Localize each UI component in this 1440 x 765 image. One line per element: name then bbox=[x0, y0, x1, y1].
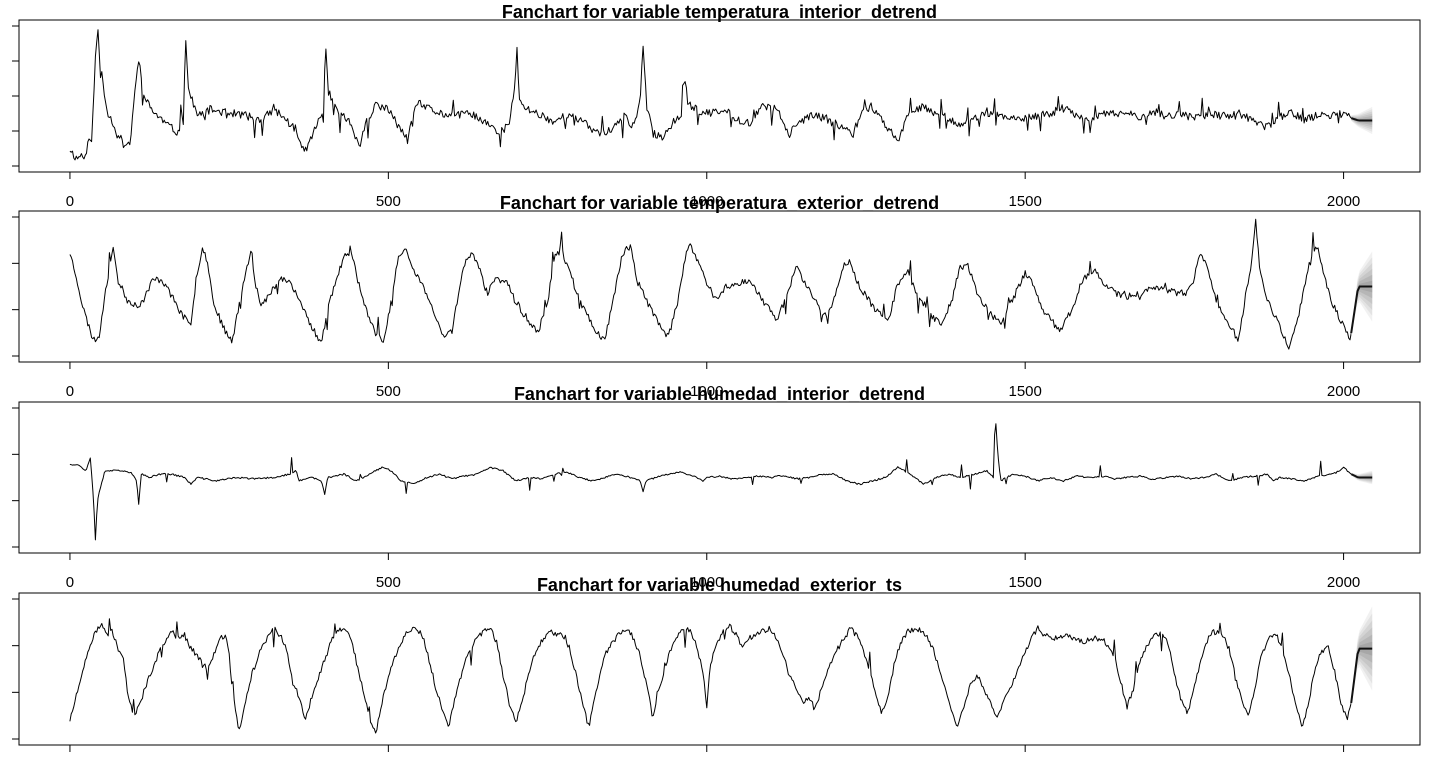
x-tick-label: 1000 bbox=[690, 193, 723, 210]
chart-title: Fanchart for variable temperatura_exteri… bbox=[500, 193, 939, 213]
x-tick-label: 0 bbox=[66, 383, 74, 400]
x-tick-label: 2000 bbox=[1327, 193, 1360, 210]
series-line bbox=[69, 29, 1352, 161]
chart-title: Fanchart for variable temperatura_interi… bbox=[502, 2, 937, 22]
chart-title: Fanchart for variable humedad_exterior_t… bbox=[537, 575, 902, 595]
x-tick-label: 0 bbox=[66, 574, 74, 591]
x-tick-label: 1000 bbox=[690, 383, 723, 400]
x-tick-label: 1500 bbox=[1008, 383, 1041, 400]
forecast-center-line bbox=[1350, 117, 1373, 122]
series-line bbox=[69, 618, 1352, 734]
forecast-center-line bbox=[1350, 285, 1373, 334]
x-tick-label: 1000 bbox=[690, 574, 723, 591]
chart-panel-4: Fanchart for variable humedad_exterior_t… bbox=[12, 575, 1421, 752]
forecast-center-line bbox=[1350, 473, 1373, 479]
chart-panel-3: 0 500 1000 1500 2000 Fanchart for variable hu… bbox=[12, 384, 1421, 591]
x-tick-label: 2000 bbox=[1327, 574, 1360, 591]
chart-panel-2: 0 500 1000 1500 2000 Fanchart for variable te… bbox=[12, 193, 1421, 400]
x-tick-label: 500 bbox=[376, 574, 401, 591]
plot-frame bbox=[18, 19, 1421, 173]
plot-frame bbox=[18, 210, 1421, 363]
forecast-center-line bbox=[1350, 647, 1373, 704]
plot-frame bbox=[18, 401, 1421, 554]
series-line bbox=[69, 218, 1352, 350]
x-tick-label: 2000 bbox=[1327, 383, 1360, 400]
x-tick-label: 1500 bbox=[1008, 193, 1041, 210]
series-line bbox=[69, 423, 1352, 541]
x-tick-label: 500 bbox=[376, 383, 401, 400]
plot-frame bbox=[18, 592, 1421, 746]
x-tick-label: 0 bbox=[66, 193, 74, 210]
chart-panel-1: 0 500 1000 1500 2000 Fanchart for variable te… bbox=[12, 2, 1421, 210]
x-tick-label: 500 bbox=[376, 193, 401, 210]
chart-title: Fanchart for variable humedad_interior_d… bbox=[514, 384, 925, 404]
x-tick-label: 1500 bbox=[1008, 574, 1041, 591]
